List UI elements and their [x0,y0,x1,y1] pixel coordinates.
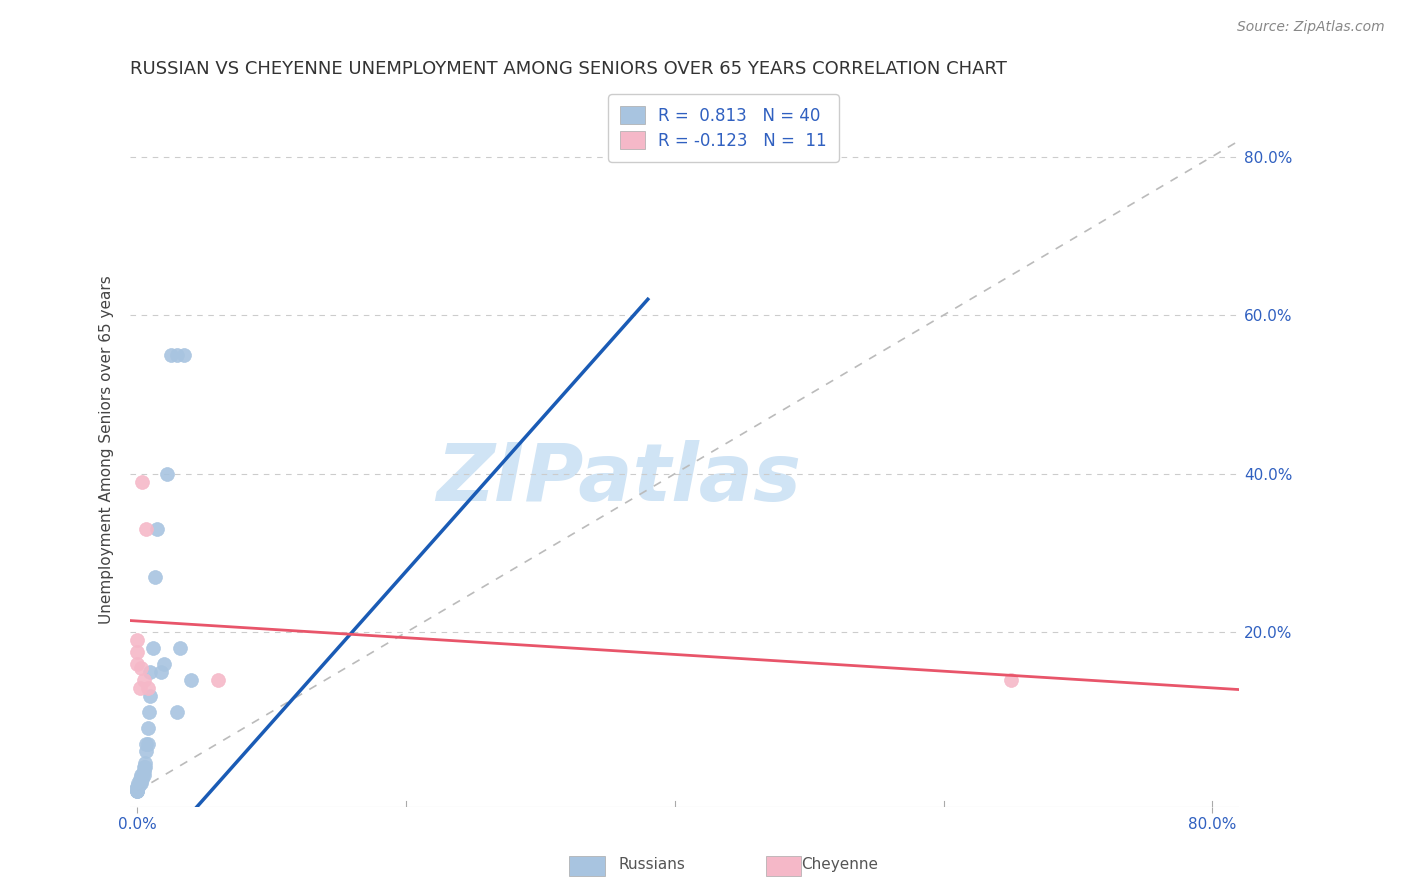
Point [166,348,188,362]
Point [156,467,179,481]
Point [125,784,148,798]
Point [153,657,176,672]
Point [135,522,157,536]
Point [180,673,202,687]
Point [128,776,150,790]
Point [136,737,159,751]
Point [128,776,150,790]
Text: ZIPatlas: ZIPatlas [436,440,801,517]
Point [127,776,149,790]
Point [207,673,229,687]
Point [132,673,155,687]
Point [125,645,148,659]
Point [131,475,153,489]
Point [131,768,153,782]
Point [132,768,155,782]
Point [135,737,157,751]
Point [128,681,150,695]
Point [135,744,157,758]
Point [169,641,191,656]
Point [136,681,159,695]
Point [132,764,155,779]
Point [134,760,156,774]
Point [173,348,195,362]
Point [142,641,165,656]
Point [146,522,169,536]
Text: RUSSIAN VS CHEYENNE UNEMPLOYMENT AMONG SENIORS OVER 65 YEARS CORRELATION CHART: RUSSIAN VS CHEYENNE UNEMPLOYMENT AMONG S… [131,60,1007,78]
Point [125,784,148,798]
Point [127,780,149,794]
Point [138,705,160,719]
Point [131,772,153,787]
Y-axis label: Unemployment Among Seniors over 65 years: Unemployment Among Seniors over 65 years [100,276,114,624]
Point [134,756,156,771]
Point [143,570,166,584]
Point [125,657,148,672]
Point [139,689,162,703]
Point [166,705,188,719]
Point [129,772,152,787]
Point [136,721,159,735]
Point [159,348,181,362]
Text: Cheyenne: Cheyenne [801,857,879,872]
Point [127,780,149,794]
Text: Russians: Russians [619,857,686,872]
Text: Source: ZipAtlas.com: Source: ZipAtlas.com [1237,20,1385,34]
Point [1000,673,1022,687]
Legend: R =  0.813   N = 40, R = -0.123   N =  11: R = 0.813 N = 40, R = -0.123 N = 11 [609,95,839,161]
Point [125,780,148,794]
Point [125,633,148,648]
Point [139,665,162,680]
Point [125,784,148,798]
Point [150,665,173,680]
Point [125,780,148,794]
Point [132,760,155,774]
Point [128,772,150,787]
Point [129,768,152,782]
Point [129,661,152,675]
Point [129,776,152,790]
